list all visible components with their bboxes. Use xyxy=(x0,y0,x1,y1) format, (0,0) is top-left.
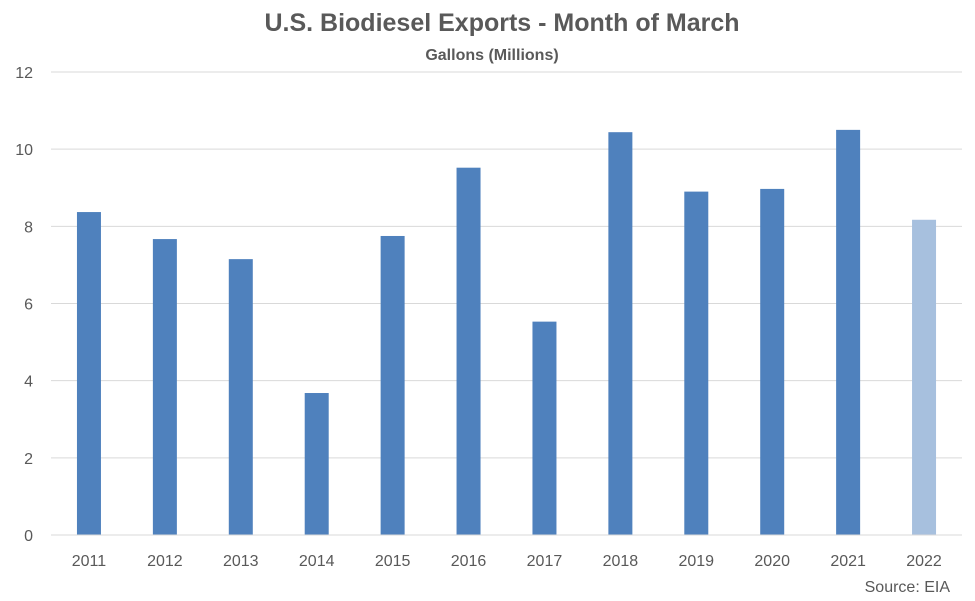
x-tick-label: 2013 xyxy=(223,553,259,570)
x-tick-label: 2020 xyxy=(754,553,790,570)
x-tick-label: 2021 xyxy=(830,553,866,570)
x-tick-label: 2019 xyxy=(678,553,714,570)
chart-title: U.S. Biodiesel Exports - Month of March xyxy=(264,9,739,37)
bar-2013 xyxy=(228,259,253,535)
bar-2012 xyxy=(152,239,177,535)
x-tick-label: 2015 xyxy=(375,553,411,570)
y-tick-label: 0 xyxy=(24,528,33,545)
bar-2020 xyxy=(760,188,785,535)
bars xyxy=(76,129,937,536)
x-tick-label: 2017 xyxy=(527,553,563,570)
bar-2017 xyxy=(532,321,557,535)
bar-2021 xyxy=(836,129,861,535)
y-tick-label: 4 xyxy=(24,374,33,391)
y-tick-label: 6 xyxy=(24,297,33,314)
y-tick-label: 8 xyxy=(24,219,33,236)
bar-2015 xyxy=(380,235,405,535)
bar-2011 xyxy=(76,212,101,535)
y-axis-ticks: 0 2 4 6 8 10 12 xyxy=(15,65,33,545)
x-tick-label: 2011 xyxy=(72,553,107,570)
y-tick-label: 12 xyxy=(15,65,33,82)
source-label: Source: EIA xyxy=(865,579,951,596)
bar-2019 xyxy=(684,191,709,535)
chart-subtitle: Gallons (Millions) xyxy=(425,47,558,64)
x-tick-label: 2022 xyxy=(906,553,942,570)
x-tick-label: 2018 xyxy=(603,553,639,570)
bar-2016 xyxy=(456,167,481,536)
x-axis-ticks: 2011 2012 2013 2014 2015 2016 2017 2018 2019 2020… xyxy=(72,553,942,570)
y-tick-label: 10 xyxy=(15,142,33,159)
bar-2022 xyxy=(912,219,937,535)
bar-2018 xyxy=(608,132,633,535)
x-tick-label: 2016 xyxy=(451,553,487,570)
x-tick-label: 2014 xyxy=(299,553,335,570)
bar-2014 xyxy=(304,393,329,535)
x-tick-label: 2012 xyxy=(147,553,183,570)
gridlines xyxy=(51,71,962,459)
y-tick-label: 2 xyxy=(24,451,33,468)
